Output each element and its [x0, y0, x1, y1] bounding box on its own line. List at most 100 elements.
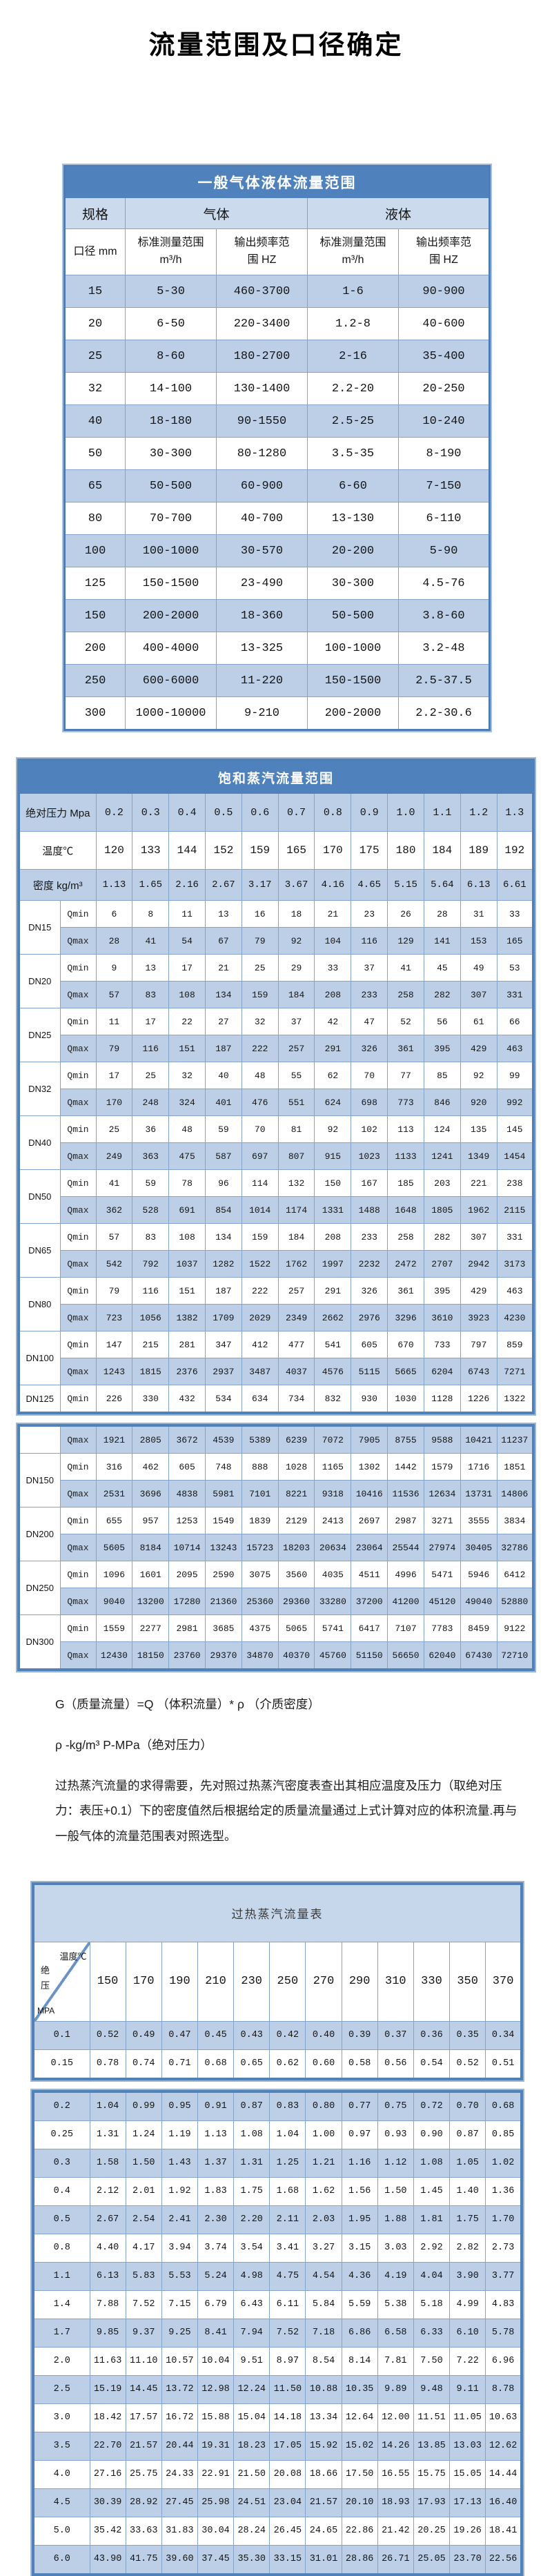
qmin-label: Qmin	[59, 1561, 97, 1588]
density-value: 39.60	[161, 2544, 198, 2575]
table1-header-row: 规格 气体 液体	[64, 197, 490, 229]
density-value: 0.49	[125, 2020, 162, 2050]
temperature-value: 165	[277, 831, 315, 870]
pressure-label: 2.5	[32, 2374, 90, 2404]
range-cell: 180-2700	[216, 340, 308, 373]
general-flow-row: 200 400-4000 13-325 100-1000 3.2-48	[64, 632, 490, 665]
table1-title: 一般气体液体流量范围	[64, 166, 490, 198]
range-cell: 11-220	[216, 664, 308, 697]
dn-qmax-row: Qmax 1921 2805 3672 4539 5389 6239 7072 7905 8755…	[18, 1425, 534, 1454]
qmin-value: 33	[314, 954, 352, 982]
qmax-value: 7271	[496, 1358, 534, 1385]
qmin-value: 1442	[387, 1453, 424, 1481]
saturated-steam-table-continued: Qmax 1921 2805 3672 4539 5389 6239 7072 7905 8755…	[17, 1424, 535, 1671]
density-value: 7.94	[233, 2318, 270, 2348]
density-value: 8.78	[485, 2374, 522, 2404]
temperature-value: 120	[95, 831, 133, 870]
qmin-value: 52	[387, 1008, 424, 1035]
range-cell: 20-200	[307, 534, 399, 567]
density-value: 1.50	[377, 2176, 414, 2206]
density-value: 0.77	[341, 2091, 378, 2121]
qmin-value: 957	[132, 1507, 170, 1534]
dn-qmin-row: DN65 Qmin 57 83 108 134 159 184 208 233 258 282 307 3…	[18, 1223, 534, 1278]
qmin-value: 2413	[314, 1507, 352, 1534]
pressure-value: 1.1	[423, 793, 461, 832]
density-value: 1.13	[95, 869, 133, 901]
qmax-value: 1023	[351, 1142, 388, 1170]
density-value: 3.77	[485, 2261, 522, 2291]
steam-density-row: 0.2 1.04 0.99 0.95 0.91 0.87 0.83 0.80 0.77 0.75 0…	[32, 2091, 522, 2121]
density-value: 0.97	[341, 2120, 378, 2149]
density-value: 3.94	[161, 2233, 198, 2263]
range-cell: 30-300	[125, 437, 217, 470]
dn-qmax-row: Qmax 79 116 151 187 222 257 291 326 361 395 429 463	[19, 1035, 534, 1062]
temperature-column-header: 350	[449, 1941, 486, 2022]
qmin-value: 16	[241, 900, 279, 928]
diameter-cell: 200	[64, 632, 126, 665]
qmax-value: 429	[460, 1035, 497, 1062]
qmin-value: 48	[168, 1115, 206, 1143]
qmax-value: 5115	[351, 1358, 388, 1385]
dn-label: DN80	[18, 1277, 61, 1331]
density-value: 5.84	[305, 2290, 342, 2319]
liquid-frequency-header: 输出频率范 围 HZ	[398, 228, 490, 275]
qmin-value: 55	[277, 1062, 315, 1089]
density-value: 6.86	[341, 2318, 378, 2348]
qmin-value: 3075	[241, 1561, 279, 1588]
qmin-value: 53	[496, 954, 534, 982]
general-flow-row: 125 150-1500 23-490 30-300 4.5-76	[64, 567, 490, 600]
qmax-value: 57	[95, 981, 133, 1008]
density-value: 2.30	[197, 2205, 235, 2234]
density-value: 3.41	[269, 2233, 306, 2263]
density-value: 6.13	[89, 2261, 126, 2291]
density-value: 6.79	[197, 2290, 235, 2319]
pressure-label: 6.0	[32, 2544, 90, 2575]
spec-header: 规格	[64, 197, 126, 229]
density-value: 15.92	[305, 2431, 342, 2461]
steam-density-row: 4.5 30.39 28.92 27.45 25.98 24.51 23.04 21.57 20…	[32, 2488, 522, 2517]
range-cell: 8-190	[398, 437, 490, 470]
density-value: 1.08	[233, 2120, 270, 2149]
steam-density-row: 1.1 6.13 5.83 5.53 5.24 4.98 4.75 4.54 4.36 4.19 4…	[32, 2261, 522, 2291]
range-cell: 8-60	[125, 340, 217, 373]
qmax-value: 4539	[204, 1425, 242, 1454]
density-value: 0.52	[449, 2049, 486, 2080]
density-value: 7.81	[377, 2346, 414, 2376]
general-flow-row: 300 1000-10000 9-210 200-2000 2.2-30.6	[64, 696, 490, 730]
qmax-value: 79	[241, 927, 279, 955]
density-value: 2.12	[89, 2176, 126, 2206]
qmin-value: 78	[168, 1169, 206, 1197]
qmax-label: Qmax	[59, 1480, 97, 1507]
density-value: 26.45	[269, 2516, 306, 2546]
pressure-label: 2.0	[32, 2346, 90, 2376]
qmin-value: 208	[314, 1223, 352, 1251]
qmax-value: 8755	[387, 1425, 424, 1454]
density-value: 18.23	[233, 2431, 270, 2461]
density-value: 2.92	[413, 2233, 451, 2263]
qmax-value: 116	[351, 927, 388, 955]
range-cell: 3.5-35	[307, 437, 399, 470]
qmax-value: 28	[95, 927, 133, 955]
temperature-column-header: 150	[89, 1941, 126, 2022]
qmin-value: 147	[95, 1331, 133, 1358]
temperature-column-header: 230	[233, 1941, 270, 2022]
density-value: 16.40	[485, 2488, 522, 2517]
density-value: 0.80	[305, 2091, 342, 2121]
density-value: 1.65	[132, 869, 170, 901]
qmax-value: 23064	[351, 1534, 388, 1561]
temperature-column-header: 190	[161, 1941, 198, 2022]
dn-qmin-row: DN40 Qmin 25 36 48 59 70 81 92 102 113 124 135 145	[18, 1115, 534, 1170]
range-header-line2: m³/h	[342, 254, 364, 266]
density-value: 0.42	[269, 2020, 306, 2050]
pressure-value: 0.5	[204, 793, 242, 832]
qmin-value: 17	[168, 954, 206, 982]
qmax-value: 282	[423, 981, 461, 1008]
density-value: 13.72	[161, 2374, 198, 2404]
qmax-value: 1037	[168, 1250, 206, 1278]
density-value: 25.05	[413, 2544, 451, 2575]
qmax-value: 475	[168, 1142, 206, 1170]
temperature-column-header: 250	[269, 1941, 306, 2022]
qmin-value: 184	[277, 1223, 315, 1251]
density-value: 0.83	[269, 2091, 306, 2121]
density-value: 0.51	[485, 2049, 522, 2080]
